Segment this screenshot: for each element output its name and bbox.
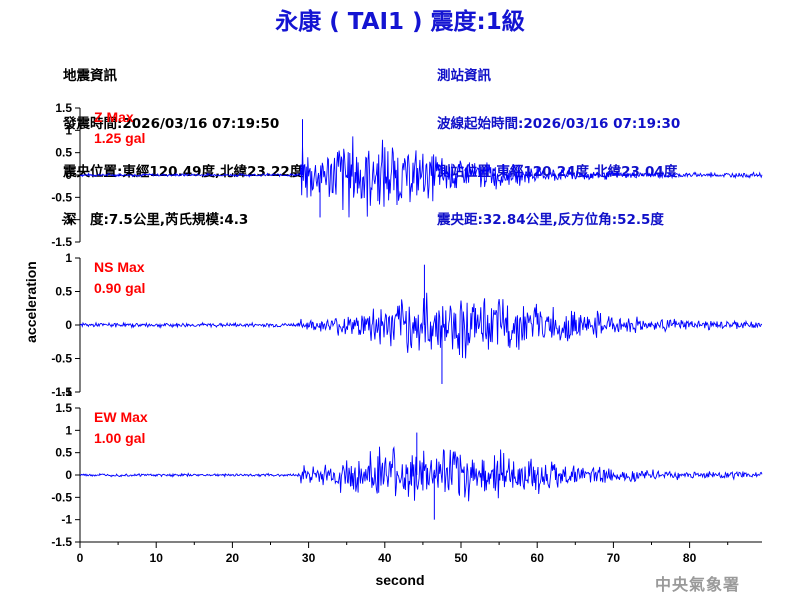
y-tick-label: 0 — [65, 168, 72, 182]
y-tick-label: -0.5 — [51, 352, 72, 366]
y-tick-label: -1.5 — [51, 535, 72, 549]
x-tick-label: 70 — [607, 551, 621, 565]
y-tick-label: 1 — [65, 123, 72, 137]
x-tick-label: 0 — [77, 551, 84, 565]
x-axis-title: second — [375, 572, 424, 588]
y-tick-label: -0.5 — [51, 190, 72, 204]
x-tick-label: 80 — [683, 551, 697, 565]
y-axis-title: acceleration — [23, 261, 39, 343]
station-info: 測站資訊 波線起始時間:2026/03/16 07:19:30 測站位置:東經1… — [437, 36, 680, 244]
y-tick-label: 1 — [65, 423, 72, 437]
wave-start-time: 波線起始時間:2026/03/16 07:19:30 — [437, 116, 681, 132]
y-tick-label: -1.5 — [51, 385, 72, 399]
y-tick-label: 0.5 — [55, 446, 72, 460]
waveform-z — [79, 136, 763, 218]
y-tick-label: 0.5 — [55, 285, 72, 299]
station-info-heading: 測站資訊 — [437, 68, 491, 84]
max-label-z: Z Max — [94, 109, 134, 125]
max-value-ns: 0.90 gal — [94, 280, 145, 296]
y-tick-label: 0 — [65, 468, 72, 482]
y-tick-label: 0.5 — [55, 146, 72, 160]
watermark: 中央氣象署 — [655, 575, 741, 594]
x-tick-label: 30 — [302, 551, 316, 565]
y-tick-label: 1.5 — [55, 101, 72, 115]
x-tick-label: 40 — [378, 551, 392, 565]
max-label-ew: EW Max — [94, 409, 148, 425]
y-tick-label: -0.5 — [51, 490, 72, 504]
max-label-ns: NS Max — [94, 259, 145, 275]
earthquake-info: 地震資訊 發震時間:2026/03/16 07:19:50 震央位置:東經120… — [63, 36, 303, 244]
y-tick-label: 1.5 — [55, 401, 72, 415]
y-tick-label: -1 — [61, 213, 72, 227]
distance-azimuth: 震央距:32.84公里,反方位角:52.5度 — [437, 212, 664, 228]
waveform-ew — [79, 445, 763, 502]
x-tick-label: 20 — [226, 551, 240, 565]
y-tick-label: 0 — [65, 318, 72, 332]
origin-time: 發震時間:2026/03/16 07:19:50 — [63, 116, 280, 132]
page-title: 永康 ( TAI1 ) 震度:1級 — [275, 9, 525, 35]
y-tick-label: 1 — [65, 251, 72, 265]
y-tick-label: -1 — [61, 385, 72, 399]
max-value-ew: 1.00 gal — [94, 430, 145, 446]
x-tick-label: 60 — [531, 551, 545, 565]
waveform-ns — [79, 292, 763, 359]
earthquake-info-heading: 地震資訊 — [63, 68, 117, 84]
max-value-z: 1.25 gal — [94, 130, 145, 146]
y-tick-label: -1 — [61, 513, 72, 527]
x-tick-label: 50 — [454, 551, 468, 565]
epicenter: 震央位置:東經120.49度,北緯23.22度 — [63, 164, 304, 180]
y-tick-label: -1.5 — [51, 235, 72, 249]
x-tick-label: 10 — [150, 551, 164, 565]
depth-magnitude: 深 度:7.5公里,芮氏規模:4.3 — [63, 212, 249, 228]
